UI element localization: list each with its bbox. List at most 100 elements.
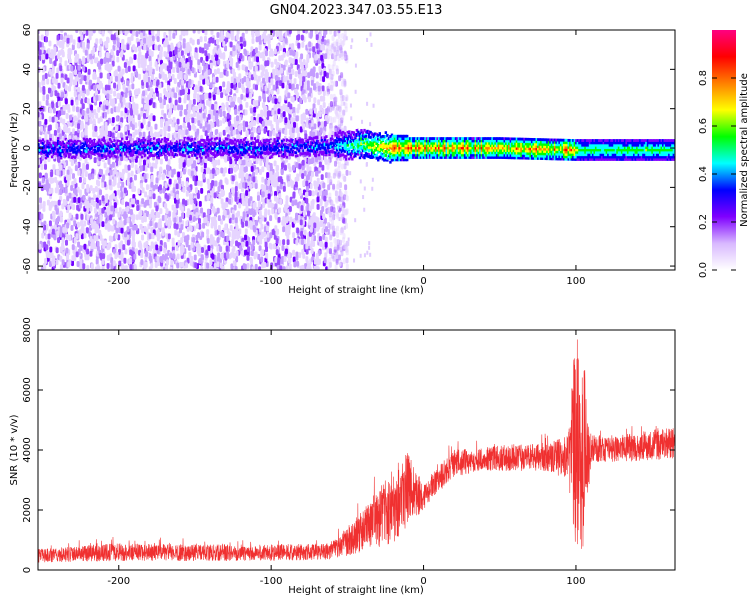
spectrogram-cell <box>115 227 119 234</box>
spectrogram-cell <box>93 220 97 227</box>
spectrogram-cell <box>322 182 326 189</box>
spectrogram-cell <box>193 254 197 261</box>
spectrogram-cell <box>81 122 85 129</box>
spectrogram-cell <box>131 181 135 188</box>
spectrogram-cell <box>96 202 100 209</box>
spectrogram-cell <box>261 249 265 256</box>
spectrogram-cell <box>261 70 265 77</box>
spectrogram-cell <box>207 69 211 76</box>
spectrogram-cell <box>121 181 125 188</box>
spectrogram-cell <box>326 246 330 253</box>
spectrogram-cell <box>249 209 253 216</box>
spectrogram-cell <box>89 79 93 86</box>
spectrogram-cell <box>329 176 333 183</box>
spectrogram-cell <box>241 193 245 200</box>
spectrogram-cell <box>264 241 268 248</box>
spectrogram-cell <box>148 255 152 262</box>
spectrogram-cell <box>114 207 118 214</box>
spectrogram-cell <box>161 215 165 222</box>
spectrogram-cell <box>337 161 341 168</box>
spectrogram-cell <box>174 92 178 99</box>
spectrogram-cell <box>344 184 348 191</box>
spectrogram-cell <box>271 229 275 236</box>
spectrogram-cell <box>60 49 64 56</box>
spectrogram-cell <box>306 53 310 60</box>
spectrogram-cell <box>332 172 336 179</box>
spectrogram-cell <box>62 105 66 112</box>
spectrogram-cell <box>132 131 136 138</box>
spectrogram-cell <box>255 206 259 213</box>
spectrogram-cell <box>207 245 211 252</box>
spectrogram-cell <box>98 51 102 58</box>
spectrogram-cell <box>299 80 303 87</box>
spectrogram-cell <box>108 224 112 231</box>
spectrogram-cell <box>42 74 46 81</box>
spectrogram-cell <box>102 105 106 112</box>
spectrogram-cell <box>265 252 269 259</box>
spectrogram-cell <box>317 58 321 65</box>
spectrogram-cell <box>326 42 330 49</box>
spectrogram-cell <box>40 185 44 192</box>
spectrogram-cell <box>231 30 235 36</box>
spectrogram-cell <box>172 66 176 73</box>
spectrogram-cell <box>303 170 307 177</box>
spectrogram-cell <box>126 179 130 186</box>
spectrogram-cell <box>257 235 261 242</box>
spectrogram-cell <box>236 115 240 122</box>
spectrogram-cell <box>203 244 207 251</box>
spectrogram-cell <box>339 46 343 53</box>
spectrogram-cell <box>95 258 99 265</box>
spectrogram-cell <box>185 181 189 188</box>
spectrogram-cell <box>166 84 170 91</box>
spectrogram-cell <box>279 183 283 190</box>
spectrogram-cell <box>278 116 282 123</box>
spectrogram-cell <box>211 37 215 44</box>
spectrogram-cell <box>258 95 262 102</box>
spectrogram-cell <box>308 41 312 48</box>
spectrogram-cell <box>260 233 264 240</box>
spectrogram-cell <box>183 109 187 116</box>
spectrogram-cell <box>216 88 220 95</box>
spectrogram-cell <box>150 50 154 57</box>
spectrogram-cell <box>194 47 198 54</box>
spectrogram-cell <box>337 254 341 261</box>
spectrogram-cell <box>93 207 97 214</box>
spectrogram-cell <box>177 171 181 178</box>
spectrogram-cell <box>192 98 196 105</box>
spectrogram-cell <box>142 90 146 97</box>
spectrogram-cell <box>121 30 125 34</box>
spectrogram-cell <box>41 113 45 120</box>
spectrogram-cell <box>109 169 113 176</box>
spectrogram-cell <box>86 264 90 270</box>
spectrogram-cell <box>301 41 305 48</box>
spectrogram-cell <box>124 125 128 132</box>
spectrogram-cell <box>117 189 121 196</box>
spectrogram-cell <box>295 83 299 90</box>
spectrogram-cell <box>282 111 286 118</box>
spectrogram-cell <box>233 84 237 91</box>
spectrogram-cell <box>171 237 175 244</box>
spectrogram-cell <box>182 122 186 129</box>
spectrogram-cell <box>211 103 215 110</box>
spectrogram-cell <box>142 159 146 166</box>
spectrogram-cell <box>140 182 144 189</box>
spectrogram-cell <box>300 230 304 237</box>
spectrogram-cell <box>112 260 116 267</box>
spectrogram-cell <box>44 257 48 264</box>
spectrogram-cell <box>95 38 99 45</box>
spectrogram-cell <box>77 64 81 71</box>
spectrogram-cell <box>119 221 123 228</box>
spectrogram-cell <box>334 160 338 167</box>
spectrogram-cell <box>291 69 295 76</box>
spectrogram-cell <box>244 234 248 241</box>
spectrogram-cell <box>268 94 272 101</box>
spectrogram-cell <box>200 207 204 214</box>
spectrogram-cell <box>292 164 296 171</box>
spectrogram-cell <box>134 164 138 171</box>
spectrogram-cell <box>151 68 155 75</box>
spectrogram-cell <box>59 65 63 72</box>
spectrogram-cell <box>162 173 166 180</box>
spectrogram-cell <box>293 261 297 268</box>
spectrogram-cell <box>82 65 86 72</box>
spectrogram-cell <box>311 170 315 177</box>
